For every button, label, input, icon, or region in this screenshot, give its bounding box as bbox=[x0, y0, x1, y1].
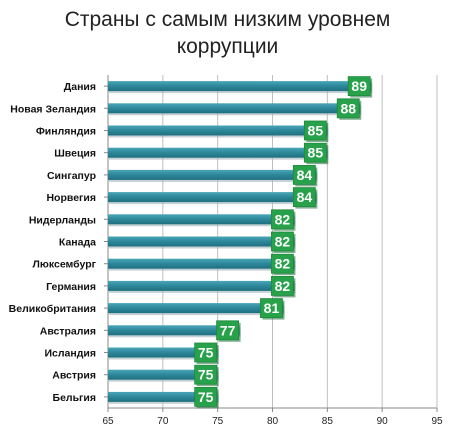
data-label-box bbox=[271, 209, 294, 230]
data-label-box bbox=[194, 364, 218, 385]
data-label: 75 bbox=[198, 389, 214, 405]
data-label: 82 bbox=[275, 278, 291, 294]
chart-title-line-1: Страны с самым низким уровнем bbox=[64, 8, 391, 31]
data-label-box bbox=[271, 231, 294, 252]
data-label-box bbox=[303, 120, 327, 141]
bar bbox=[108, 369, 218, 380]
data-label-box bbox=[292, 164, 316, 185]
x-tick-label: 80 bbox=[267, 416, 279, 427]
bar bbox=[108, 192, 317, 203]
data-label: 75 bbox=[198, 367, 214, 383]
bars bbox=[108, 81, 373, 404]
data-label-box bbox=[271, 253, 294, 274]
category-label: Нидерланды bbox=[29, 214, 96, 226]
bar bbox=[108, 391, 218, 402]
chart-title-line-2: коррупции bbox=[176, 35, 279, 58]
bar bbox=[108, 103, 361, 114]
bar bbox=[108, 258, 295, 269]
bar bbox=[108, 125, 328, 136]
x-tick-labels: 65 70 75 80 85 90 95 bbox=[102, 416, 443, 427]
data-label-box bbox=[347, 76, 371, 96]
data-label: 85 bbox=[308, 145, 324, 161]
category-label: Исландия bbox=[45, 348, 97, 360]
bar bbox=[108, 214, 295, 225]
category-label: Финляндия bbox=[36, 126, 96, 138]
bar bbox=[108, 147, 328, 158]
category-labels: Дания Новая Зеландия Финляндия Швеция Сингап… bbox=[9, 81, 97, 404]
bar bbox=[108, 303, 284, 314]
data-label-box bbox=[194, 342, 218, 363]
category-label: Дания bbox=[64, 81, 96, 93]
data-label-box bbox=[271, 275, 294, 296]
x-tick-label: 70 bbox=[157, 416, 169, 427]
data-label: 82 bbox=[275, 256, 291, 272]
data-label-box bbox=[336, 98, 360, 119]
x-tick-label: 85 bbox=[322, 416, 334, 427]
category-label: Норвегия bbox=[46, 192, 96, 204]
data-label: 84 bbox=[297, 189, 313, 205]
data-label: 84 bbox=[297, 167, 313, 183]
category-label: Великобритания bbox=[9, 303, 96, 315]
bar bbox=[108, 325, 240, 336]
x-tick-label: 90 bbox=[377, 416, 389, 427]
data-label: 75 bbox=[198, 345, 214, 361]
data-label-box bbox=[303, 142, 327, 163]
bar bbox=[108, 81, 372, 92]
category-label: Австрия bbox=[52, 370, 96, 382]
data-label: 82 bbox=[275, 234, 291, 250]
data-label: 77 bbox=[220, 322, 236, 338]
category-label: Канада bbox=[59, 237, 96, 249]
data-label-box bbox=[260, 298, 283, 319]
data-labels: 89 88 85 85 84 84 82 82 82 82 81 77 75 75 75 bbox=[194, 76, 373, 409]
data-label: 85 bbox=[308, 123, 324, 139]
data-label-box bbox=[216, 320, 240, 341]
data-label-box bbox=[292, 187, 316, 208]
category-label: Бельгия bbox=[53, 392, 96, 404]
bar bbox=[108, 347, 218, 358]
category-label: Новая Зеландия bbox=[10, 103, 96, 115]
data-label: 89 bbox=[351, 78, 367, 94]
bar bbox=[108, 169, 317, 180]
category-label: Сингапур bbox=[47, 170, 96, 182]
data-label: 88 bbox=[340, 100, 356, 116]
chart-title: Страны с самым низким уровнем коррупции bbox=[0, 6, 455, 60]
x-tick-label: 95 bbox=[431, 416, 443, 427]
x-tick-label: 75 bbox=[212, 416, 224, 427]
data-label: 82 bbox=[275, 211, 291, 227]
x-tick-label: 65 bbox=[102, 416, 114, 427]
data-label-box bbox=[194, 386, 218, 407]
category-label: Швеция bbox=[54, 148, 96, 160]
category-label: Австралия bbox=[40, 325, 96, 337]
category-label: Люксембург bbox=[33, 259, 97, 271]
data-label: 81 bbox=[264, 300, 280, 316]
category-label: Германия bbox=[46, 281, 96, 293]
bar bbox=[108, 280, 295, 291]
bar bbox=[108, 236, 295, 247]
